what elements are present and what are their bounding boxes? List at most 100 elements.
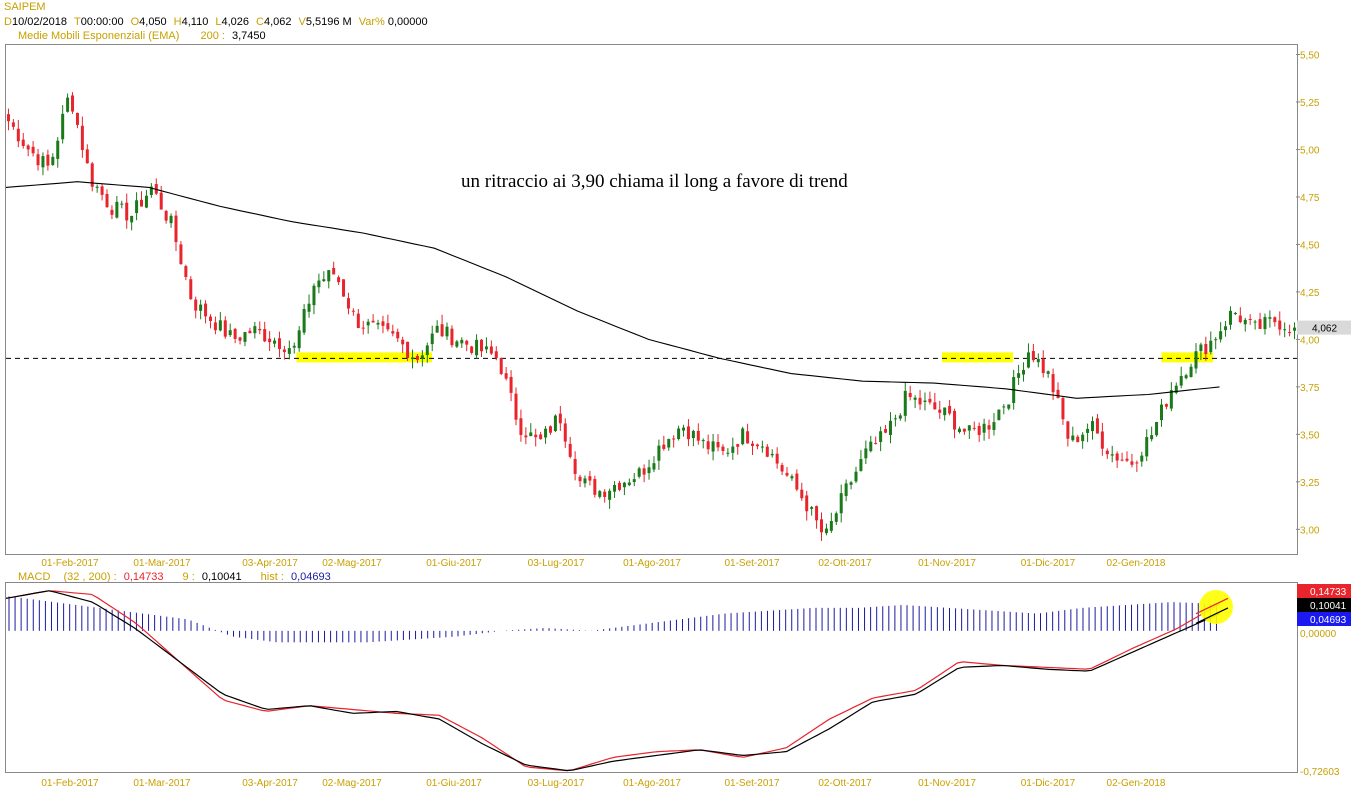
candle-body <box>1086 428 1090 433</box>
candle-body <box>56 140 60 159</box>
quote-key: L <box>215 16 222 28</box>
candle-body <box>273 340 277 344</box>
candle-body <box>1278 320 1282 330</box>
macd-params: (32 , 200) : <box>63 571 117 583</box>
candle-body <box>154 184 158 194</box>
candle-body <box>593 479 597 495</box>
price-tick-label: 4,25 <box>1300 288 1320 299</box>
candle-body <box>223 320 227 337</box>
candle-body <box>80 125 84 151</box>
candle-body <box>189 279 193 300</box>
candle-body <box>1056 389 1060 398</box>
crossover-marker <box>1199 590 1233 624</box>
candle-body <box>327 270 331 282</box>
macd-x-label: 01-Feb-2017 <box>41 778 99 789</box>
candle-body <box>672 438 676 440</box>
price-tick-label: 3,00 <box>1300 525 1320 536</box>
candle-body <box>657 445 661 461</box>
candle-body <box>287 348 291 354</box>
candle-body <box>1243 319 1247 325</box>
candle-body <box>238 337 242 341</box>
signal-value: 0,10041 <box>201 571 242 583</box>
quote-key: O <box>130 16 140 28</box>
candle-body <box>1219 331 1223 340</box>
candle-body <box>1130 461 1134 465</box>
ema-period: 200 : <box>200 30 225 42</box>
candle-body <box>913 397 917 400</box>
candle-body <box>879 431 883 443</box>
candle-body <box>711 441 715 452</box>
candle-body <box>514 393 518 420</box>
candle-body <box>1179 375 1183 386</box>
candle-body <box>1046 371 1050 374</box>
hist-value: 0,04693 <box>290 571 331 583</box>
candle-body <box>775 453 779 464</box>
candle-body <box>332 267 336 275</box>
macd-x-label: 01-Ago-2017 <box>623 778 681 789</box>
candle-body <box>834 513 838 522</box>
candle-body <box>893 418 897 420</box>
candle-body <box>26 145 30 150</box>
candle-body <box>529 432 533 437</box>
candle-body <box>519 418 523 435</box>
candle-body <box>36 154 40 166</box>
price-chart[interactable]: un ritraccio ai 3,90 chiama il long a fa… <box>5 44 1298 555</box>
candle-body <box>371 320 375 323</box>
candle-body <box>11 122 15 127</box>
candle-body <box>1204 344 1208 354</box>
candle-body <box>1228 310 1232 325</box>
price-x-label: 01-Nov-2017 <box>918 558 976 569</box>
candle-body <box>682 427 686 431</box>
candle-body <box>923 400 927 402</box>
macd-chart[interactable] <box>5 582 1298 773</box>
candle-body <box>233 328 237 339</box>
candle-body <box>613 484 617 492</box>
candle-body <box>800 489 804 499</box>
candle-body <box>475 339 479 356</box>
candle-body <box>1081 434 1085 442</box>
macd-x-label: 01-Set-2017 <box>724 778 779 789</box>
candle-body <box>199 304 203 311</box>
candle-body <box>1120 459 1124 461</box>
last-price-label: 4,062 <box>1312 324 1337 335</box>
candle-body <box>888 420 892 435</box>
candle-body <box>918 397 922 405</box>
candle-body <box>85 149 89 164</box>
candle-body <box>627 482 631 486</box>
candle-body <box>213 322 217 331</box>
macd-value-box <box>1297 612 1351 626</box>
candle-body <box>208 316 212 321</box>
candle-body <box>105 193 109 208</box>
candle-body <box>637 468 641 477</box>
candle-body <box>1017 373 1021 378</box>
candle-body <box>194 299 198 311</box>
candle-body <box>864 448 868 459</box>
candle-body <box>721 446 725 451</box>
candle-body <box>1031 351 1035 361</box>
candle-body <box>578 476 582 482</box>
candle-body <box>322 279 326 282</box>
candle-body <box>755 444 759 447</box>
candle-body <box>144 195 148 208</box>
quote-value: 10/02/2018 <box>11 16 68 28</box>
candle-body <box>780 465 784 472</box>
candle-body <box>149 186 153 195</box>
macd-series-line <box>6 590 1220 772</box>
candle-body <box>810 507 814 509</box>
quote-value: 0,00000 <box>384 16 428 28</box>
candle-body <box>61 113 65 140</box>
candle-body <box>662 444 666 449</box>
macd-value-box <box>1297 584 1351 598</box>
macd-x-label: 02-Gen-2018 <box>1107 778 1166 789</box>
candle-body <box>391 331 395 334</box>
candle-body <box>539 434 543 440</box>
macd-value-label: 0,10041 <box>1310 601 1347 612</box>
candle-body <box>997 409 1001 421</box>
price-x-label: 01-Giu-2017 <box>426 558 482 569</box>
candle-body <box>908 392 912 398</box>
price-x-label: 01-Feb-2017 <box>41 558 99 569</box>
candle-body <box>652 463 656 470</box>
candle-body <box>548 426 552 433</box>
price-x-label: 02-Gen-2018 <box>1107 558 1166 569</box>
macd-x-label: 03-Apr-2017 <box>242 778 298 789</box>
